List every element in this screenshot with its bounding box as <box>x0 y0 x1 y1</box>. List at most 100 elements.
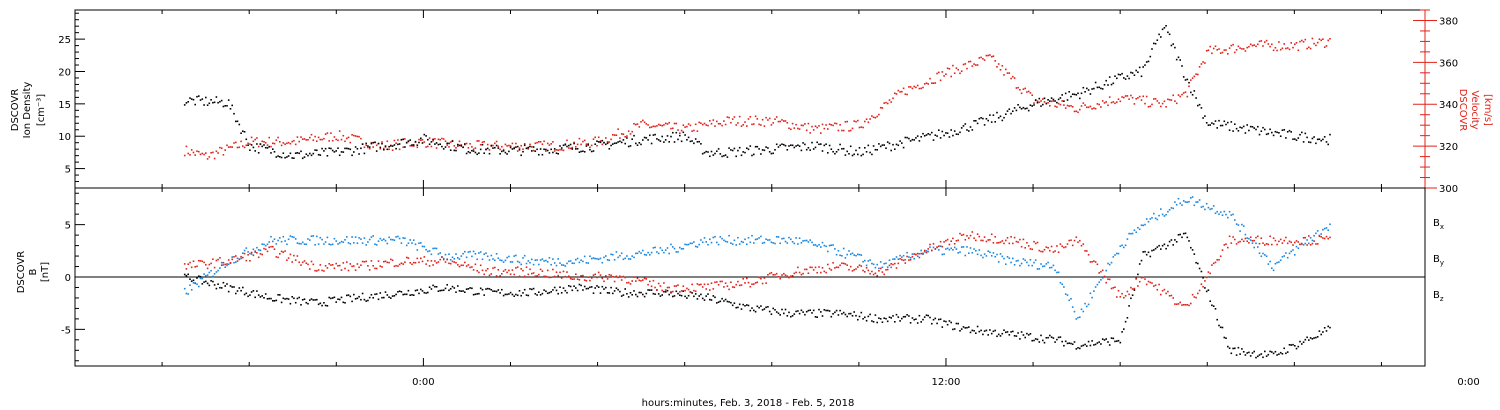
velocity-series-point <box>738 115 741 118</box>
bz-series-point <box>240 255 242 258</box>
density-series-point <box>597 141 600 143</box>
density-series-point <box>1012 110 1014 112</box>
bx-series-point <box>559 286 561 288</box>
by-series-point <box>499 259 501 261</box>
bz-series-point <box>404 261 406 263</box>
legend-entry: Bx <box>1433 218 1444 231</box>
velocity-series-point <box>1184 91 1187 93</box>
by-series-point <box>596 258 598 260</box>
density-series-point <box>594 143 596 145</box>
density-series-point <box>888 142 891 145</box>
bx-series-point <box>1117 339 1120 342</box>
by-series-point <box>1110 261 1113 264</box>
bx-series-point <box>407 289 410 292</box>
bx-series-point <box>504 293 507 296</box>
velocity-series-point <box>1274 47 1277 49</box>
density-series-point <box>492 147 494 149</box>
velocity-series-point <box>922 86 924 89</box>
by-series-point <box>696 246 699 248</box>
velocity-series-point <box>1276 49 1278 52</box>
density-series-point <box>1043 97 1046 100</box>
density-series-point <box>291 157 293 159</box>
density-series-point <box>619 140 621 143</box>
velocity-series-point <box>261 140 263 143</box>
density-series-point <box>254 150 256 152</box>
bz-series-point <box>969 234 972 237</box>
bx-series-point <box>1161 244 1164 247</box>
bz-series-point <box>1225 243 1227 245</box>
bz-series-point <box>194 266 196 268</box>
by-series-point <box>247 251 249 253</box>
bx-series-point <box>1066 342 1069 345</box>
bx-series-point <box>309 299 311 301</box>
bx-series-point <box>652 292 655 295</box>
velocity-series-point <box>448 146 450 148</box>
by-series-point <box>527 260 530 262</box>
density-series-point <box>282 152 285 154</box>
by-series-point <box>203 273 205 275</box>
by-series-point <box>820 246 822 248</box>
by-series-point <box>849 253 852 255</box>
bx-series-point <box>1265 355 1268 357</box>
velocity-series-point <box>811 125 813 128</box>
bx-series-point <box>372 297 374 299</box>
density-series-point <box>1144 64 1146 66</box>
by-series-point <box>774 242 776 245</box>
density-series-point <box>746 147 748 149</box>
density-series-point <box>333 151 336 153</box>
bx-series-point <box>513 295 515 297</box>
bz-series-point <box>1003 242 1005 245</box>
density-series-point <box>569 143 572 146</box>
bx-series-point <box>1027 334 1030 336</box>
density-series-point <box>213 101 216 104</box>
by-series-point <box>908 256 910 258</box>
x-tick-label: 12:00 <box>932 377 961 388</box>
density-series-point <box>987 119 989 122</box>
bx-series-point <box>1123 328 1125 330</box>
by-series-point <box>916 255 919 257</box>
by-series-point <box>236 257 239 260</box>
by-series-point <box>1227 216 1229 219</box>
bz-series-point <box>983 236 986 238</box>
bx-series-point <box>603 288 605 290</box>
velocity-series-point <box>620 133 623 135</box>
bz-series-point <box>499 275 501 277</box>
by-series-point <box>675 251 678 253</box>
bz-series-point <box>231 258 233 261</box>
bz-series-point <box>391 259 394 262</box>
velocity-series-point <box>668 121 670 124</box>
bx-series-point <box>955 322 958 325</box>
velocity-series-point <box>238 146 241 149</box>
by-series-point <box>760 235 762 238</box>
by-series-point <box>680 248 683 250</box>
bx-series-point <box>1232 347 1234 350</box>
velocity-series-point <box>520 144 522 147</box>
bz-series-point <box>442 258 445 261</box>
bz-series-point <box>742 278 744 280</box>
density-series-point <box>397 143 399 146</box>
velocity-series-point <box>321 138 323 141</box>
velocity-series-point <box>1323 46 1326 48</box>
density-series-point <box>731 149 734 152</box>
bz-series-point <box>716 281 718 283</box>
by-series-point <box>515 254 517 257</box>
bz-series-point <box>585 280 588 282</box>
bx-series-point <box>1281 353 1284 355</box>
bx-series-point <box>781 308 783 311</box>
density-series-point <box>721 155 723 158</box>
density-series-point <box>761 149 764 151</box>
bz-series-point <box>842 262 845 265</box>
by-series-point <box>754 238 757 241</box>
density-series-point <box>862 153 864 156</box>
bx-series-point <box>767 306 769 308</box>
bx-series-point <box>626 293 628 295</box>
velocity-series-point <box>578 137 581 140</box>
bz-series-point <box>226 263 228 265</box>
bz-series-point <box>458 265 461 268</box>
by-series-point <box>627 258 630 260</box>
by-series-point <box>717 243 720 246</box>
by-series-point <box>613 259 616 261</box>
bz-series-point <box>1241 238 1243 241</box>
density-series-point <box>1170 44 1173 47</box>
by-series-point <box>1322 228 1324 231</box>
